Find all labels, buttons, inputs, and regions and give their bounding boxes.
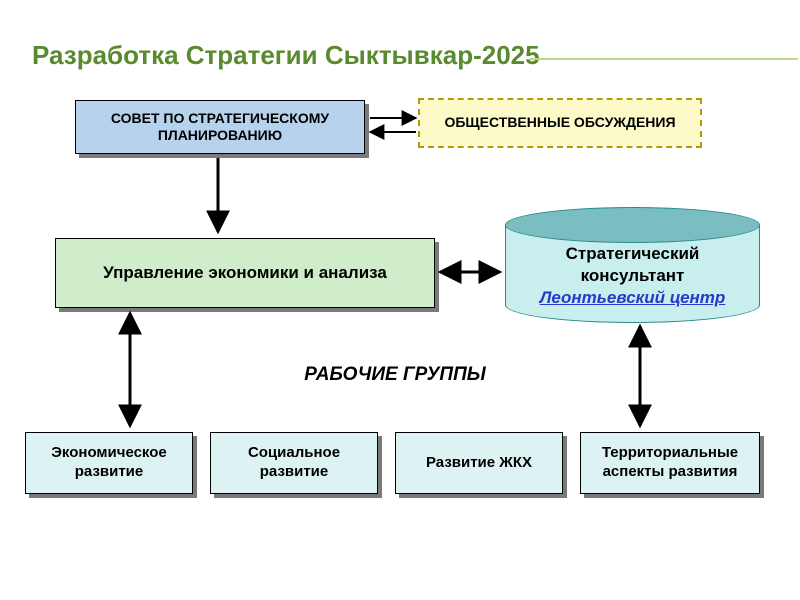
workgroups-label: РАБОЧИЕ ГРУППЫ	[280, 360, 510, 390]
public-discussion-box: ОБЩЕСТВЕННЫЕ ОБСУЖДЕНИЯ	[420, 100, 700, 146]
territorial-box: Территориальные аспекты развития	[580, 432, 760, 494]
management-box: Управление экономики и анализа	[55, 238, 435, 308]
social-dev-box: Социальное развитие	[210, 432, 378, 494]
economic-dev-box: Экономическое развитие	[25, 432, 193, 494]
title-underline	[530, 58, 798, 60]
consultant-link[interactable]: Леонтьевский центр	[540, 288, 726, 307]
consultant-text: Стратегический консультант Леонтьевский …	[505, 243, 760, 309]
page-title: Разработка Стратегии Сыктывкар-2025	[32, 40, 540, 71]
consultant-line2: консультант	[581, 266, 685, 285]
consultant-line1: Стратегический	[566, 244, 700, 263]
consultant-cylinder: Стратегический консультант Леонтьевский …	[505, 207, 760, 323]
housing-dev-box: Развитие ЖКХ	[395, 432, 563, 494]
cylinder-top	[505, 207, 760, 243]
council-box: СОВЕТ ПО СТРАТЕГИЧЕСКОМУ ПЛАНИРОВАНИЮ	[75, 100, 365, 154]
